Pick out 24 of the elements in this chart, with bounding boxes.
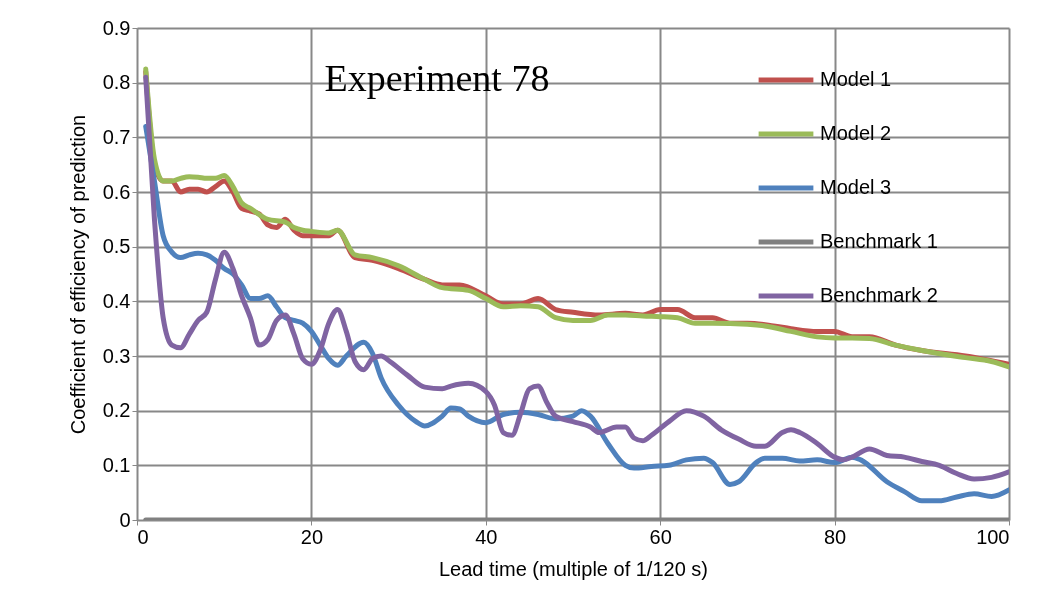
x-tick-label: 40 <box>475 525 498 548</box>
x-tick-label: 80 <box>823 525 847 548</box>
x-tick-label: 0 <box>137 525 149 548</box>
y-tick-label: 0.2 <box>102 399 131 422</box>
y-tick-label: 0 <box>119 508 131 531</box>
text: Experiment 78 <box>324 57 550 99</box>
legend-label: Benchmark 1 <box>820 230 938 252</box>
x-tick-label: 100 <box>976 525 1010 548</box>
y-tick-label: 0.8 <box>102 71 131 94</box>
y-tick-label: 0.9 <box>102 16 131 39</box>
y-tick-label: 0.7 <box>102 125 131 148</box>
y-tick-label: 0.5 <box>102 235 131 258</box>
y-tick-label: 0.1 <box>102 453 131 476</box>
y-tick-label: 0.4 <box>102 289 131 312</box>
legend-label: Benchmark 2 <box>820 284 938 306</box>
legend-label: Model 2 <box>820 122 892 144</box>
y-tick-label: 0.6 <box>102 180 131 203</box>
x-tick-label: 60 <box>649 525 672 548</box>
legend-label: Model 3 <box>820 176 892 198</box>
y-axis-title: Coefficient of efficiency of prediction <box>66 114 89 435</box>
y-tick-label: 0.3 <box>102 344 131 367</box>
x-axis-title: Lead time (multiple of 1/120 s) <box>438 557 709 580</box>
x-tick-label: 20 <box>300 525 324 548</box>
legend-label: Model 1 <box>820 68 892 90</box>
